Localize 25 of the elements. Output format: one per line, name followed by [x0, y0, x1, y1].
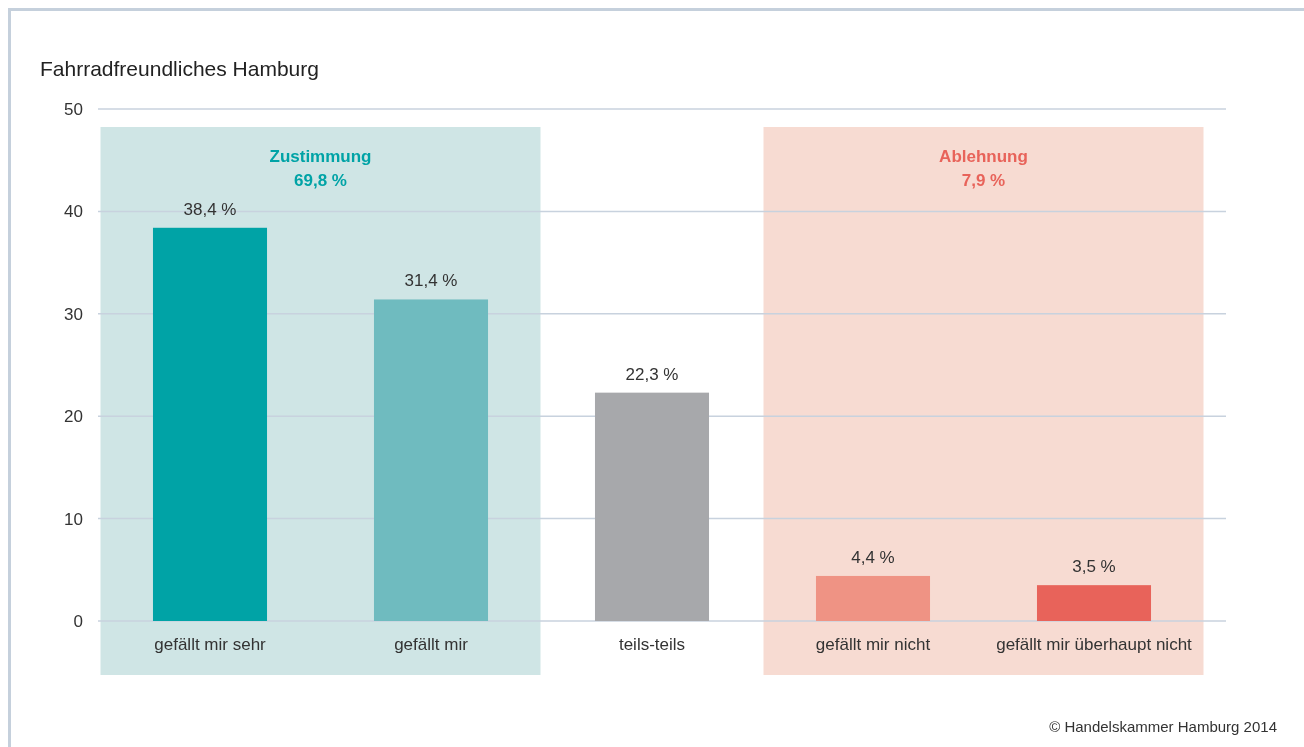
- x-tick-label: gefällt mir nicht: [815, 635, 931, 655]
- chart-title: Fahrradfreundliches Hamburg: [40, 57, 319, 80]
- x-tick-label: gefällt mir: [394, 635, 469, 655]
- x-tick-label: gefällt mir überhaupt nicht: [996, 635, 1193, 655]
- text: © Handelskammer Hamburg 2014: [1049, 718, 1277, 735]
- data-label: 4,4 %: [851, 547, 895, 567]
- x-tick-label: gefällt mir sehr: [154, 635, 267, 655]
- x-tick-label: teils-teils: [618, 635, 686, 655]
- y-tick-label: 0: [73, 611, 83, 631]
- band-label: Ablehnung 7,9 %: [939, 147, 1028, 190]
- bar: [152, 227, 268, 621]
- data-label: 38,4 %: [183, 199, 237, 219]
- y-tick-label: 20: [64, 407, 83, 427]
- y-tick-label: 40: [64, 202, 83, 222]
- data-label: 22,3 %: [625, 364, 679, 384]
- data-label: 31,4 %: [404, 271, 458, 291]
- band-label: Zustimmung 69,8 %: [269, 147, 372, 190]
- bar: [1036, 585, 1152, 621]
- y-tick-label: 50: [64, 99, 83, 119]
- bar: [815, 575, 931, 621]
- y-tick-label: 10: [64, 509, 83, 529]
- data-label: 3,5 %: [1072, 557, 1116, 577]
- bar: [373, 299, 489, 621]
- bar: [594, 392, 710, 621]
- y-tick-label: 30: [64, 304, 83, 324]
